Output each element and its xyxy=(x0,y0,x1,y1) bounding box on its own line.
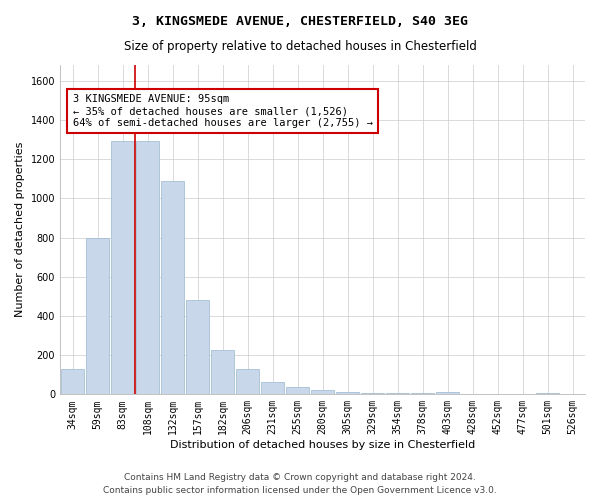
Bar xyxy=(86,238,109,394)
Bar xyxy=(335,392,359,394)
Text: Contains HM Land Registry data © Crown copyright and database right 2024.
Contai: Contains HM Land Registry data © Crown c… xyxy=(103,474,497,495)
Text: 3 KINGSMEDE AVENUE: 95sqm
← 35% of detached houses are smaller (1,526)
64% of se: 3 KINGSMEDE AVENUE: 95sqm ← 35% of detac… xyxy=(73,94,373,128)
Bar xyxy=(185,300,209,394)
Bar xyxy=(286,388,310,394)
Text: Size of property relative to detached houses in Chesterfield: Size of property relative to detached ho… xyxy=(124,40,476,53)
Y-axis label: Number of detached properties: Number of detached properties xyxy=(15,142,25,318)
Bar xyxy=(211,350,235,395)
Bar xyxy=(61,369,85,394)
Bar xyxy=(136,142,160,394)
Bar xyxy=(311,390,334,394)
Bar xyxy=(260,382,284,394)
Text: 3, KINGSMEDE AVENUE, CHESTERFIELD, S40 3EG: 3, KINGSMEDE AVENUE, CHESTERFIELD, S40 3… xyxy=(132,15,468,28)
X-axis label: Distribution of detached houses by size in Chesterfield: Distribution of detached houses by size … xyxy=(170,440,475,450)
Bar xyxy=(161,180,184,394)
Bar xyxy=(436,392,460,394)
Bar xyxy=(110,142,134,394)
Bar xyxy=(236,369,259,394)
